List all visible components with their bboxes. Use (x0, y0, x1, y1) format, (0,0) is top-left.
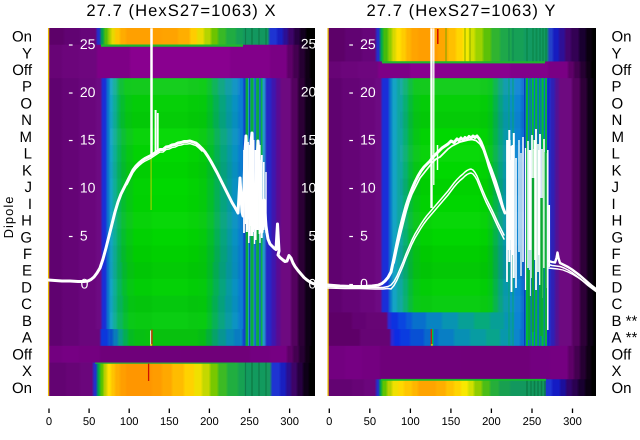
svg-text:A: A (22, 330, 32, 347)
svg-text:25: 25 (301, 37, 317, 52)
svg-text:Off: Off (12, 62, 33, 79)
svg-text:0: 0 (46, 416, 52, 428)
svg-text:G: G (612, 229, 624, 246)
svg-text:250: 250 (523, 416, 542, 428)
svg-text:F: F (23, 246, 32, 263)
svg-text:Y: Y (22, 45, 32, 62)
svg-text:27.7 (HexS27=1063) Y: 27.7 (HexS27=1063) Y (367, 1, 557, 20)
svg-text:M: M (20, 129, 33, 146)
svg-text:On: On (612, 380, 632, 397)
svg-text:5: 5 (360, 228, 368, 244)
svg-text:300: 300 (280, 416, 299, 428)
svg-text:25: 25 (360, 36, 376, 52)
svg-text:250: 250 (240, 416, 259, 428)
svg-text:H: H (612, 213, 623, 230)
svg-text:C: C (21, 296, 32, 313)
svg-text:L: L (24, 146, 32, 163)
svg-text:F: F (612, 246, 621, 263)
svg-text:Y: Y (612, 45, 622, 62)
svg-text:20: 20 (80, 84, 96, 100)
svg-text:-: - (349, 132, 354, 149)
svg-text:0: 0 (326, 416, 332, 428)
svg-text:J: J (612, 179, 620, 196)
svg-text:300: 300 (563, 416, 582, 428)
svg-text:Dipole: Dipole (1, 196, 16, 239)
svg-text:H: H (21, 213, 32, 230)
svg-text:200: 200 (200, 416, 219, 428)
svg-text:G: G (20, 229, 32, 246)
svg-text:5: 5 (80, 228, 88, 244)
svg-text:X: X (22, 363, 32, 380)
svg-text:-: - (68, 228, 73, 245)
svg-text:C: C (612, 296, 623, 313)
svg-text:I: I (612, 196, 616, 213)
svg-text:25: 25 (80, 36, 96, 52)
svg-text:Off: Off (612, 62, 633, 79)
svg-text:O: O (20, 95, 32, 112)
svg-text:-: - (349, 84, 354, 101)
svg-text:Off: Off (612, 346, 633, 363)
svg-text:On: On (12, 380, 32, 397)
svg-text:100: 100 (401, 416, 420, 428)
svg-text:B **: B ** (612, 313, 638, 330)
svg-text:N: N (612, 112, 623, 129)
svg-text:O: O (612, 95, 624, 112)
svg-text:200: 200 (482, 416, 501, 428)
svg-text:0: 0 (81, 276, 89, 292)
svg-text:On: On (612, 29, 632, 46)
svg-text:50: 50 (83, 416, 95, 428)
svg-text:N: N (21, 112, 32, 129)
svg-text:K: K (612, 162, 622, 179)
svg-text:B: B (22, 313, 32, 330)
svg-text:100: 100 (120, 416, 139, 428)
svg-text:20: 20 (301, 85, 317, 100)
svg-text:0: 0 (309, 276, 317, 291)
svg-text:0: 0 (360, 276, 368, 292)
svg-text:10: 10 (301, 180, 317, 195)
svg-text:X: X (612, 363, 622, 380)
svg-text:-: - (68, 84, 73, 101)
svg-text:I: I (28, 196, 32, 213)
svg-text:-: - (349, 180, 354, 197)
svg-text:Off: Off (12, 346, 33, 363)
svg-text:-: - (349, 228, 354, 245)
svg-text:E: E (612, 263, 622, 280)
svg-text:10: 10 (80, 180, 96, 196)
svg-text:-: - (68, 36, 73, 53)
svg-text:K: K (22, 162, 32, 179)
svg-text:P: P (22, 79, 32, 96)
svg-text:150: 150 (442, 416, 461, 428)
svg-text:-: - (68, 180, 73, 197)
svg-text:A **: A ** (612, 330, 638, 347)
svg-text:20: 20 (360, 84, 376, 100)
svg-text:-: - (349, 36, 354, 53)
svg-text:-: - (68, 132, 73, 149)
svg-text:5: 5 (309, 228, 317, 243)
svg-text:M: M (612, 129, 625, 146)
svg-text:50: 50 (364, 416, 376, 428)
svg-text:15: 15 (360, 132, 376, 148)
svg-text:15: 15 (80, 132, 96, 148)
svg-text:15: 15 (301, 133, 317, 148)
svg-text:D: D (612, 279, 623, 296)
svg-text:L: L (612, 146, 620, 163)
svg-text:-: - (349, 276, 354, 293)
svg-text:10: 10 (360, 180, 376, 196)
svg-text:On: On (12, 29, 32, 46)
svg-text:E: E (22, 263, 32, 280)
svg-text:D: D (21, 279, 32, 296)
svg-text:P: P (612, 79, 622, 96)
svg-text:J: J (25, 179, 33, 196)
svg-text:27.7 (HexS27=1063) X: 27.7 (HexS27=1063) X (86, 1, 276, 20)
svg-text:150: 150 (160, 416, 179, 428)
